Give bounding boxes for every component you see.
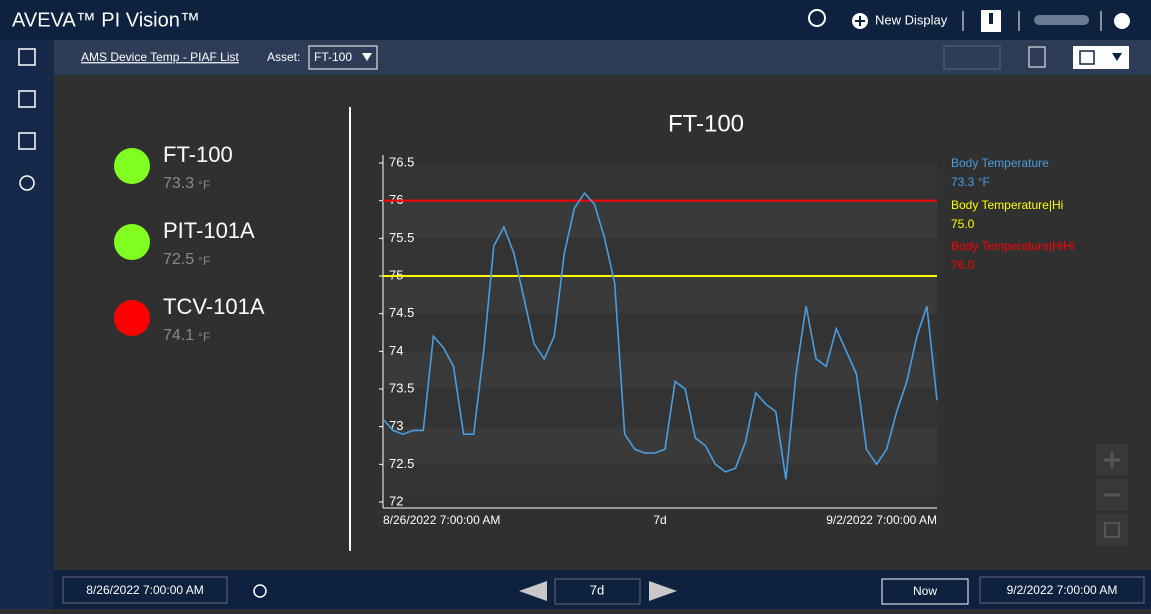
display-name[interactable]: AMS Device Temp - PIAF List — [81, 50, 239, 64]
asset-name: FT-100 — [163, 142, 233, 167]
new-display[interactable]: New Display — [875, 12, 948, 27]
help-icon[interactable] — [1114, 13, 1130, 29]
events-icon[interactable] — [19, 175, 35, 191]
y-tick-label: 75 — [389, 267, 403, 282]
duration: 7d — [590, 582, 604, 597]
y-tick-label: 76.5 — [389, 154, 414, 169]
y-tick-label: 74.5 — [389, 305, 414, 320]
grid-band — [383, 276, 937, 314]
grid-band — [383, 426, 937, 465]
alert-mark — [989, 13, 993, 24]
save-arrow — [1112, 53, 1122, 61]
grid-band — [383, 200, 937, 239]
status-dot — [114, 300, 150, 336]
trend: FT-1007272.57373.57474.57575.57676.58/26… — [379, 110, 1075, 527]
grid-band — [383, 238, 937, 276]
asset-value: 72.5 — [163, 251, 194, 268]
zoom-fit-icon — [1104, 522, 1120, 538]
chart-title: FT-100 — [668, 110, 744, 137]
status-dot — [114, 224, 150, 260]
save-button[interactable] — [1073, 46, 1129, 69]
y-tick-label: 74 — [389, 343, 403, 358]
zoom-controls — [1096, 444, 1128, 546]
back-arrow[interactable] — [519, 581, 547, 601]
grid-band — [383, 313, 937, 352]
y-tick-label: 76 — [389, 192, 403, 207]
asset-unit: °F — [198, 178, 210, 192]
start-time: 8/26/2022 7:00:00 AM — [86, 583, 203, 597]
asset-list: FT-100 73.3 °F PIT-101A 72.5 °F TCV-101A 74.1 °F — [114, 142, 265, 344]
legend-name: Body Temperature|HiHi — [951, 239, 1075, 253]
asset-value: 74.1 — [163, 327, 194, 344]
start-time-box[interactable] — [62, 576, 228, 604]
status-dot — [114, 148, 150, 184]
columns-button[interactable] — [1028, 46, 1046, 68]
asset-value: 73.3 — [163, 175, 194, 192]
user-blurred[interactable] — [1034, 15, 1089, 25]
asset-unit: °F — [198, 254, 210, 268]
asset-select[interactable] — [308, 45, 378, 70]
now: Now — [913, 584, 937, 598]
grid-band — [383, 389, 937, 427]
y-tick-label: 72.5 — [389, 456, 414, 471]
legend-name: Body Temperature — [951, 156, 1049, 170]
asset-unit: °F — [198, 330, 210, 344]
asset-label: Asset: — [267, 50, 300, 64]
header-bar — [0, 0, 1151, 40]
forward-arrow[interactable] — [649, 581, 677, 601]
asset-name: PIT-101A — [163, 218, 255, 243]
legend-value: 75.0 — [951, 217, 975, 231]
save-icon — [1079, 50, 1095, 65]
x-tick-label: 7d — [653, 513, 666, 527]
zoom-fit[interactable] — [1096, 514, 1128, 546]
grid-band — [383, 464, 937, 502]
now-button[interactable] — [881, 578, 969, 605]
legend-value: 73.3 °F — [951, 175, 990, 189]
asset-value: FT-100 — [314, 50, 352, 64]
library-icon[interactable] — [18, 132, 36, 150]
y-tick-label: 75.5 — [389, 230, 414, 245]
touch-icon[interactable] — [808, 9, 826, 27]
sidebar — [0, 40, 54, 609]
legend-name: Body Temperature|Hi — [951, 198, 1063, 212]
duration-box[interactable] — [554, 578, 641, 605]
trend-button[interactable] — [943, 45, 1001, 70]
series-line — [382, 191, 938, 480]
grid-band — [383, 163, 937, 201]
dropdown-arrow — [362, 53, 372, 61]
plus — [855, 16, 865, 26]
grid-band — [383, 351, 937, 389]
asset-name: TCV-101A — [163, 294, 265, 319]
x-tick-label: 8/26/2022 7:00:00 AM — [383, 513, 500, 527]
x-tick-label: 9/2/2022 7:00:00 AM — [826, 513, 937, 527]
revert-icon[interactable] — [253, 584, 267, 598]
legend-value: 76.0 — [951, 258, 975, 272]
app-title: AVEVA™ PI Vision™ — [12, 9, 200, 31]
y-tick-label: 73.5 — [389, 380, 414, 395]
end-time: 9/2/2022 7:00:00 AM — [1007, 583, 1118, 597]
zoom-in-icon — [1104, 452, 1120, 468]
end-time-box[interactable] — [979, 576, 1145, 604]
assets-icon[interactable] — [18, 48, 36, 66]
calc-icon[interactable] — [18, 90, 36, 108]
y-tick-label: 72 — [389, 493, 403, 508]
